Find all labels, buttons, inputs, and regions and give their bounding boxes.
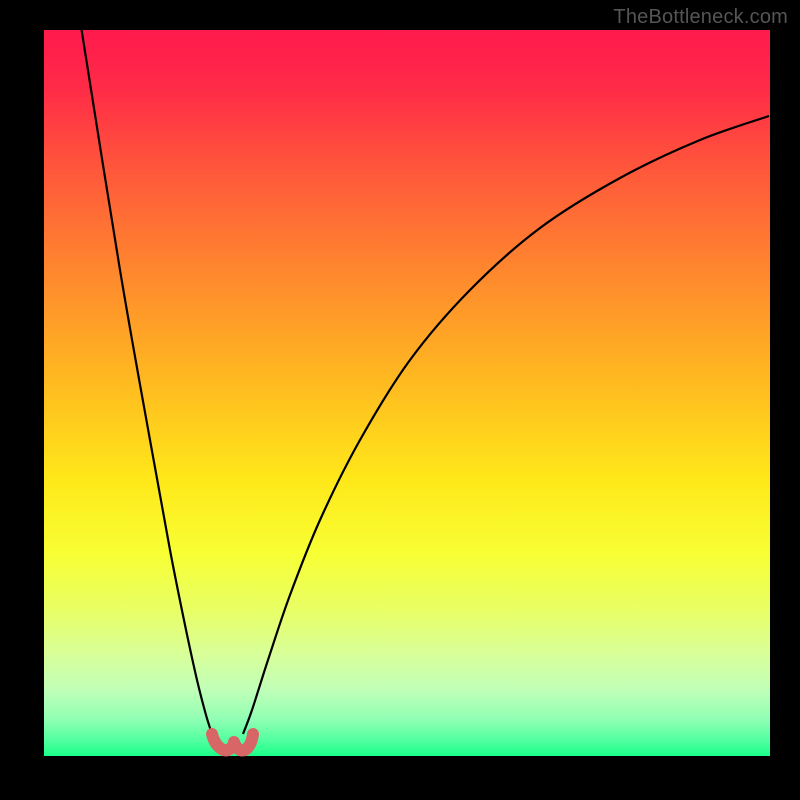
bottom-notch [212,734,253,751]
plot-background [44,30,770,756]
chart-svg [0,0,800,800]
watermark-text: TheBottleneck.com [613,6,788,29]
chart-container: TheBottleneck.com [0,0,800,800]
